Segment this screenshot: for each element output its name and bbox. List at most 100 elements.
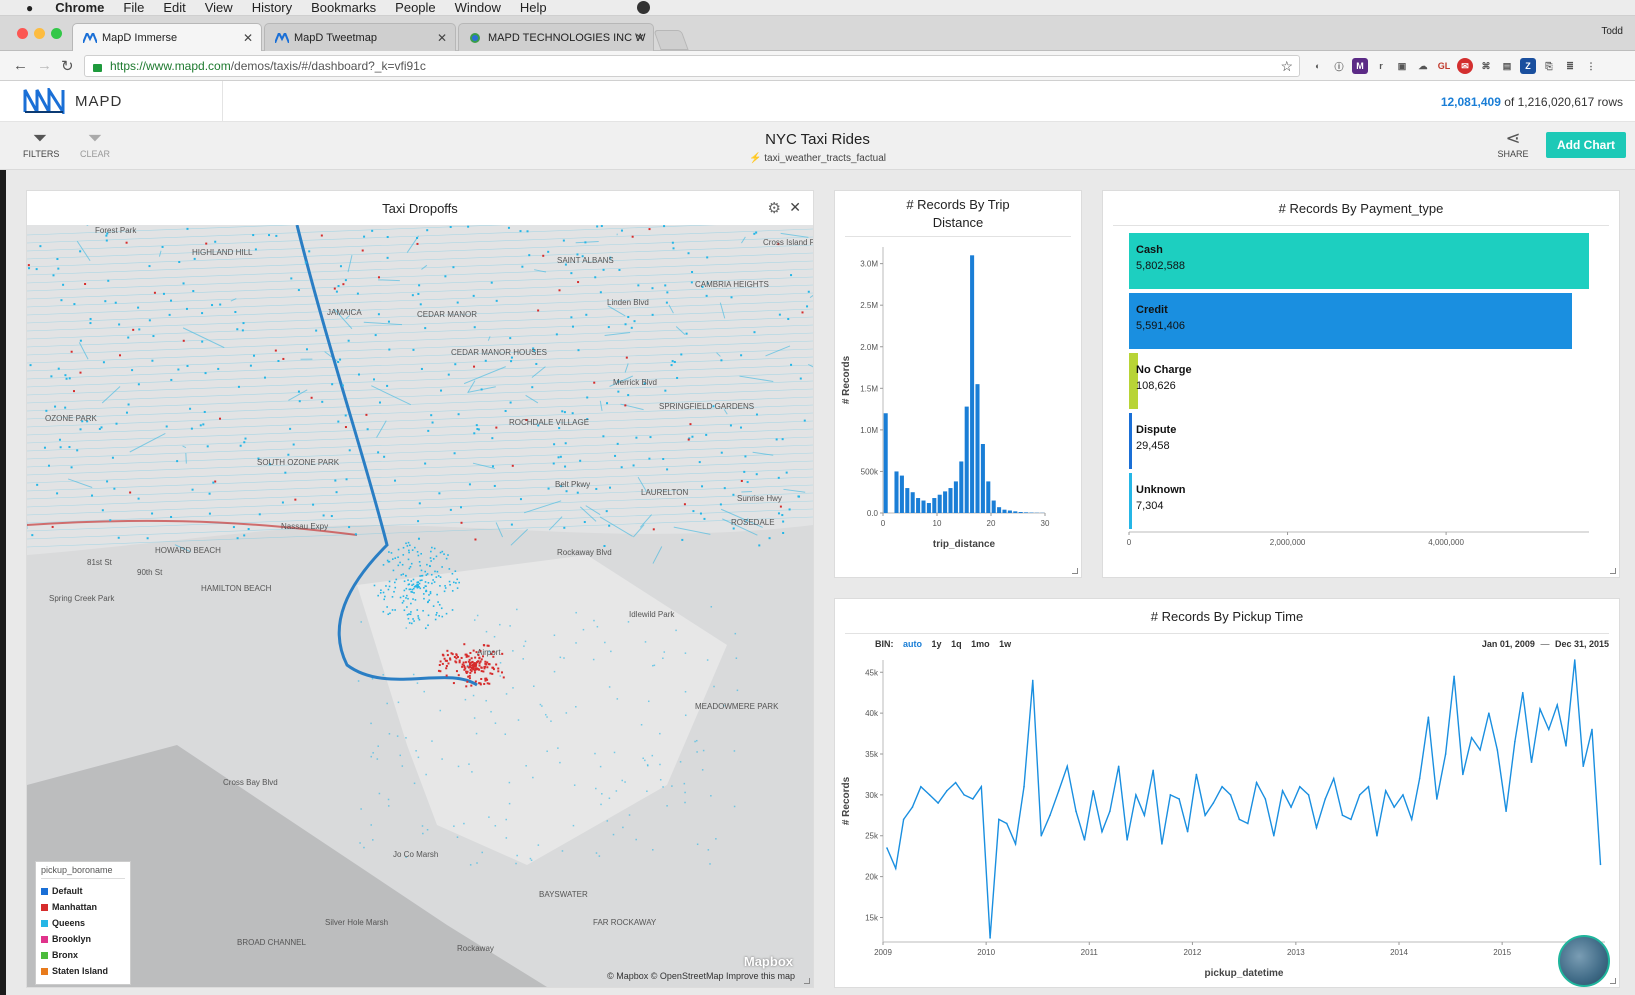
series-point[interactable] <box>1548 729 1550 731</box>
menu-view[interactable]: View <box>205 0 233 16</box>
menu-app[interactable]: Chrome <box>55 0 104 16</box>
series-point[interactable] <box>1436 798 1438 800</box>
histogram-bar[interactable] <box>894 471 898 513</box>
histogram-bar[interactable] <box>900 476 904 513</box>
legend-item[interactable]: Manhattan <box>41 899 125 915</box>
series-point[interactable] <box>1522 692 1524 694</box>
series-point[interactable] <box>1445 753 1447 755</box>
histogram-bar[interactable] <box>954 481 958 513</box>
series-point[interactable] <box>929 794 931 796</box>
close-window-icon[interactable] <box>17 28 28 39</box>
series-point[interactable] <box>1368 786 1370 788</box>
series-point[interactable] <box>1591 729 1593 731</box>
series-point[interactable] <box>1453 676 1455 678</box>
legend-item[interactable]: Brooklyn <box>41 931 125 947</box>
extension-cloud-icon[interactable]: ☁ <box>1415 58 1431 74</box>
payment-bar-row[interactable]: Credit 5,591,406 <box>1129 293 1589 349</box>
series-point[interactable] <box>963 794 965 796</box>
series-point[interactable] <box>1084 839 1086 841</box>
series-point[interactable] <box>1505 810 1507 812</box>
legend-item[interactable]: Staten Island <box>41 963 125 979</box>
series-point[interactable] <box>1247 823 1249 825</box>
close-tab-icon[interactable]: ✕ <box>635 31 645 45</box>
minimize-window-icon[interactable] <box>34 28 45 39</box>
bin-option-1mo[interactable]: 1mo <box>971 639 990 649</box>
series-point[interactable] <box>1256 782 1258 784</box>
histogram-bar[interactable] <box>997 507 1001 513</box>
series-point[interactable] <box>1385 790 1387 792</box>
map-svg[interactable]: Forest ParkHIGHLAND HILLJAMAICASAINT ALB… <box>27 225 813 987</box>
payment-bar-row[interactable]: Dispute 29,458 <box>1129 413 1589 469</box>
close-icon[interactable]: ✕ <box>789 199 801 216</box>
histogram-bar[interactable] <box>1008 511 1012 513</box>
series-point[interactable] <box>886 847 888 849</box>
series-point[interactable] <box>1265 798 1267 800</box>
maximize-window-icon[interactable] <box>51 28 62 39</box>
series-point[interactable] <box>1187 831 1189 833</box>
gear-icon[interactable]: ⚙ <box>768 199 781 217</box>
series-point[interactable] <box>1419 778 1421 780</box>
extension-gl-icon[interactable]: GL <box>1436 58 1452 74</box>
bin-option-1w[interactable]: 1w <box>999 639 1011 649</box>
share-button[interactable]: ⋖ SHARE <box>1496 127 1530 159</box>
series-point[interactable] <box>989 937 991 939</box>
series-point[interactable] <box>1290 806 1292 808</box>
series-point[interactable] <box>1556 704 1558 706</box>
series-point[interactable] <box>998 819 1000 821</box>
menu-history[interactable]: History <box>252 0 292 16</box>
menu-file[interactable]: File <box>123 0 144 16</box>
histogram-bar[interactable] <box>884 413 888 513</box>
series-point[interactable] <box>1299 786 1301 788</box>
series-point[interactable] <box>1049 815 1051 817</box>
mapbox-logo[interactable]: Mapbox <box>744 954 793 969</box>
extension-z-icon[interactable]: Z <box>1520 58 1536 74</box>
series-point[interactable] <box>1196 774 1198 776</box>
series-point[interactable] <box>1006 823 1008 825</box>
date-start[interactable]: Jan 01, 2009 <box>1482 639 1535 649</box>
histogram-bar[interactable] <box>921 501 925 513</box>
resize-handle[interactable] <box>1072 568 1078 574</box>
histogram-bar[interactable] <box>1019 512 1023 513</box>
series-point[interactable] <box>1058 790 1060 792</box>
series-point[interactable] <box>1178 798 1180 800</box>
histogram-bar[interactable] <box>927 503 931 513</box>
series-point[interactable] <box>1428 716 1430 718</box>
extension-pocket-icon[interactable]: ◐ <box>1310 58 1326 74</box>
series-point[interactable] <box>1101 831 1103 833</box>
series-point[interactable] <box>1032 680 1034 682</box>
histogram-bar[interactable] <box>1024 512 1028 513</box>
histogram-bar[interactable] <box>975 384 979 513</box>
series-point[interactable] <box>1282 790 1284 792</box>
status-menu-icon[interactable] <box>637 1 650 14</box>
payment-bar-row[interactable]: No Charge 108,626 <box>1129 353 1589 409</box>
series-point[interactable] <box>1359 794 1361 796</box>
series-point[interactable] <box>1204 815 1206 817</box>
menu-edit[interactable]: Edit <box>163 0 185 16</box>
histogram-bar[interactable] <box>959 461 963 513</box>
series-point[interactable] <box>1023 786 1025 788</box>
series-point[interactable] <box>1582 765 1584 767</box>
back-arrow-icon[interactable]: ← <box>13 57 28 74</box>
series-point[interactable] <box>1230 794 1232 796</box>
histogram-bar[interactable] <box>1013 511 1017 513</box>
resize-handle[interactable] <box>804 978 810 984</box>
extension-info-icon[interactable]: ⓘ <box>1331 58 1347 74</box>
series-point[interactable] <box>1393 806 1395 808</box>
series-point[interactable] <box>1092 790 1094 792</box>
tab-mapd-technologies[interactable]: MAPD TECHNOLOGIES INC W ✕ <box>458 23 654 51</box>
series-point[interactable] <box>1531 761 1533 763</box>
series-point[interactable] <box>1152 770 1154 772</box>
forward-arrow-icon[interactable]: → <box>37 57 52 74</box>
pickup-time-chart[interactable]: 15k20k25k30k35k40k45k2009 2010 2011 2012 201… <box>835 654 1619 984</box>
series-point[interactable] <box>903 819 905 821</box>
menu-help[interactable]: Help <box>520 0 547 16</box>
payment-bar[interactable] <box>1129 473 1132 529</box>
series-point[interactable] <box>1066 765 1068 767</box>
trip-distance-chart[interactable]: 0.0 500k 1.0M 1.5M 2.0M 2.5M 3.0M 0 10 20 30 trip_d… <box>835 241 1081 571</box>
series-point[interactable] <box>1135 794 1137 796</box>
series-point[interactable] <box>1539 708 1541 710</box>
series-point[interactable] <box>1471 737 1473 739</box>
mapd-logo[interactable]: MAPD <box>23 88 122 114</box>
series-point[interactable] <box>1488 712 1490 714</box>
series-point[interactable] <box>1075 810 1077 812</box>
